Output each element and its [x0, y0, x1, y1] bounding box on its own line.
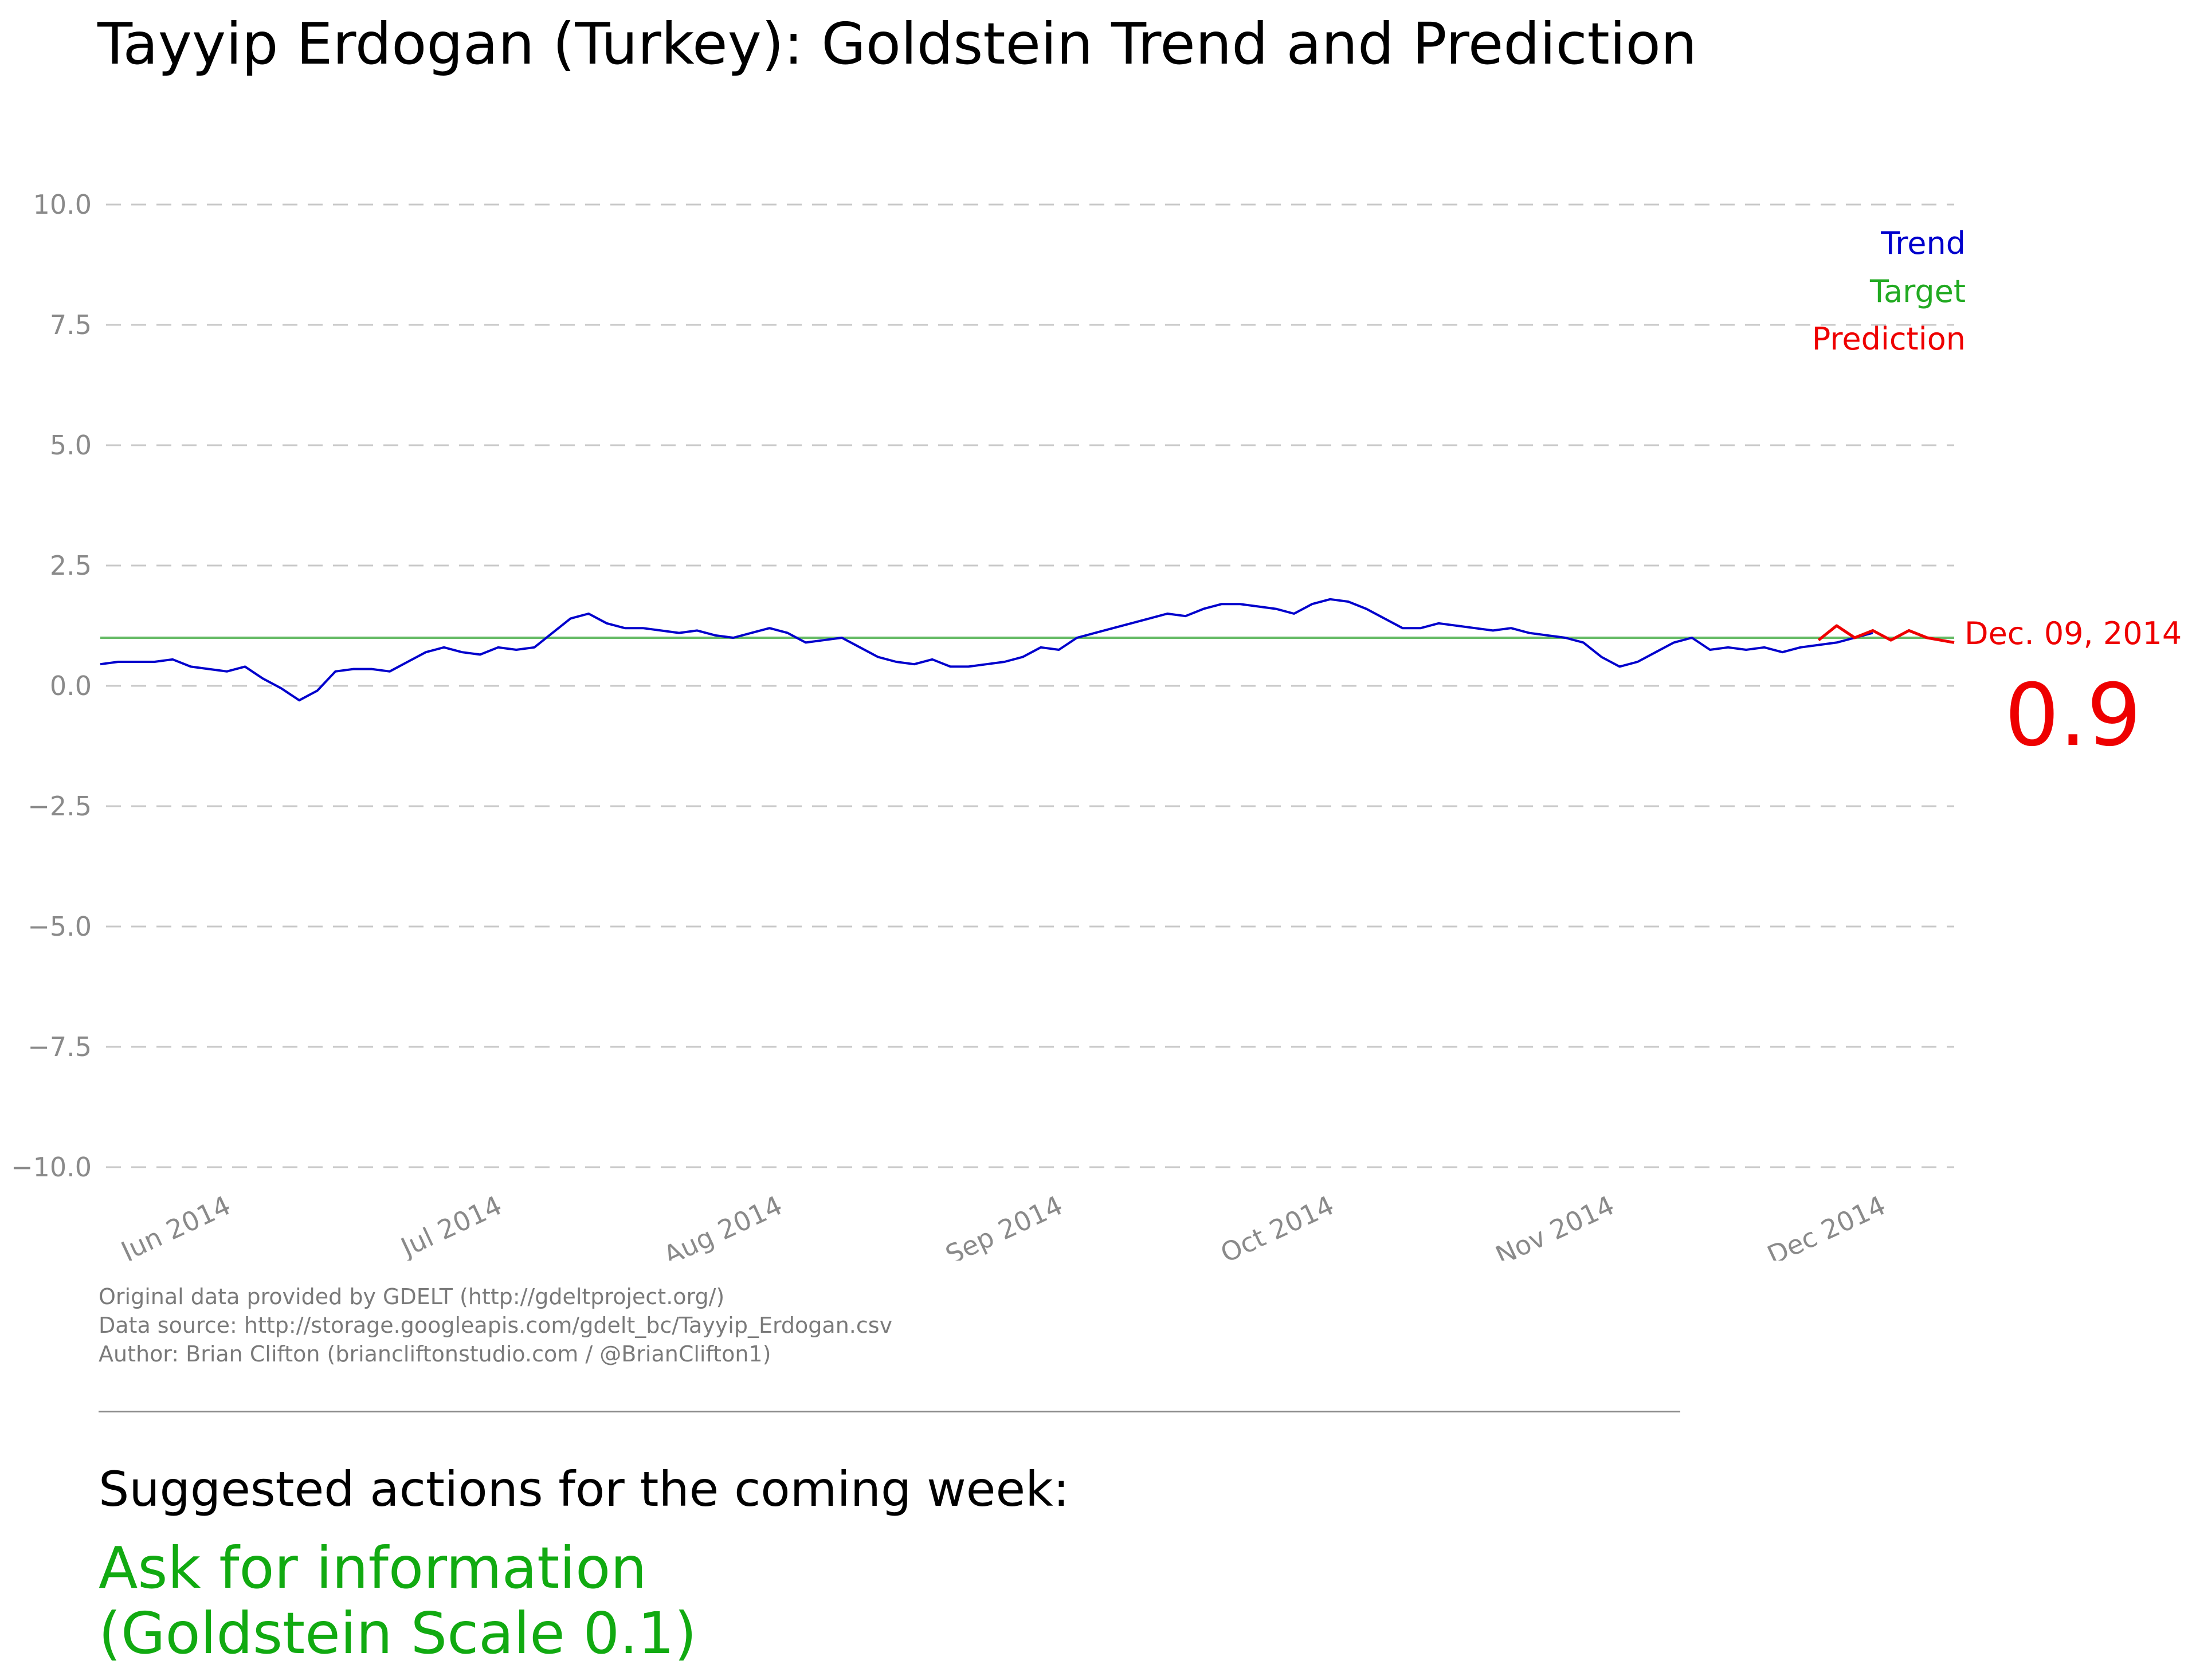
source-line-gdelt: Original data provided by GDELT (http://…	[99, 1284, 725, 1309]
chart-plot: 10.0 7.5 5.0 2.5 0.0 −2.5 −5.0 −7.5 −10.0 Jun 20…	[11, 189, 2182, 1261]
y-tick-label: 0.0	[50, 670, 92, 701]
actions-heading: Suggested actions for the coming week:	[99, 1461, 1070, 1517]
x-tick-label: Dec 2014	[1763, 1190, 1891, 1261]
y-axis-ticks: 10.0 7.5 5.0 2.5 0.0 −2.5 −5.0 −7.5 −10.0	[11, 189, 92, 1183]
y-tick-label: 2.5	[50, 550, 92, 581]
source-line-author: Author: Brian Clifton (briancliftonstudi…	[99, 1341, 771, 1367]
x-tick-label: Nov 2014	[1491, 1190, 1619, 1261]
suggested-action-name: Ask for information	[99, 1534, 647, 1602]
x-tick-label: Oct 2014	[1216, 1190, 1339, 1261]
series-prediction-line	[1817, 624, 1955, 644]
x-axis-ticks: Jun 2014 Jul 2014 Aug 2014 Sep 2014 Oct 2014…	[115, 1190, 1891, 1261]
x-tick-label: Sep 2014	[941, 1190, 1068, 1261]
series-layer	[100, 598, 1955, 702]
suggested-action-scale: (Goldstein Scale 0.1)	[99, 1600, 697, 1667]
source-line-data: Data source: http://storage.googleapis.c…	[99, 1313, 893, 1338]
legend-prediction: Prediction	[1812, 321, 1966, 357]
chart-title: Tayyip Erdogan (Turkey): Goldstein Trend…	[97, 10, 1697, 77]
y-tick-label: −2.5	[28, 791, 92, 822]
x-tick-label: Jun 2014	[115, 1190, 236, 1261]
x-tick-label: Aug 2014	[659, 1190, 787, 1261]
legend-trend: Trend	[1880, 225, 1966, 261]
legend-target: Target	[1869, 273, 1966, 309]
prediction-value-label: 0.9	[2005, 666, 2142, 766]
y-tick-label: −7.5	[28, 1031, 92, 1062]
legend: Trend Target Prediction	[1812, 225, 1966, 357]
x-tick-label: Jul 2014	[395, 1190, 507, 1261]
y-tick-label: −5.0	[28, 911, 92, 942]
source-notes: Original data provided by GDELT (http://…	[99, 1282, 892, 1368]
y-tick-label: 7.5	[50, 309, 92, 340]
series-trend-line	[100, 598, 1873, 702]
y-tick-label: 5.0	[50, 430, 92, 461]
grid-layer	[106, 203, 1954, 1168]
y-tick-label: 10.0	[33, 189, 92, 220]
suggested-action: Ask for information (Goldstein Scale 0.1…	[99, 1536, 697, 1666]
divider	[99, 1411, 1680, 1412]
prediction-date-label: Dec. 09, 2014	[1965, 615, 2182, 651]
y-tick-label: −10.0	[11, 1152, 92, 1183]
